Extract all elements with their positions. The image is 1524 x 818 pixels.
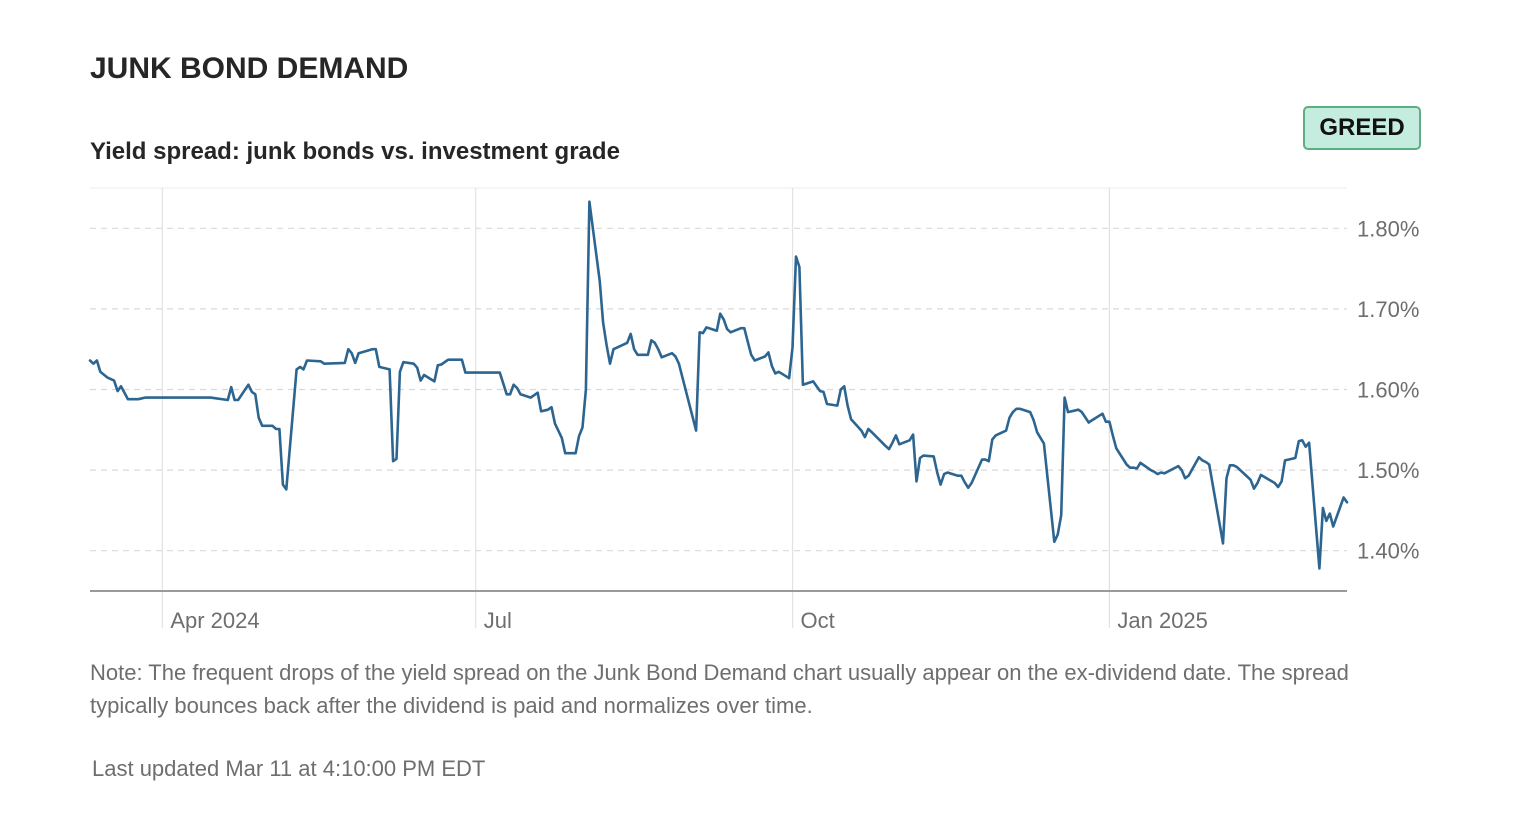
y-tick-label: 1.80% <box>1357 216 1419 241</box>
x-tick-label: Oct <box>801 608 835 633</box>
line-chart: 1.80% 1.70% 1.60% 1.50% 1.40% Apr 2024 Jul Oct J… <box>88 187 1419 633</box>
series-line <box>88 200 1349 570</box>
y-tick-label: 1.70% <box>1357 297 1419 322</box>
y-tick-label: 1.60% <box>1357 378 1419 403</box>
last-updated: Last updated Mar 11 at 4:10:00 PM EDT <box>92 756 486 781</box>
chart-note: Note: The frequent drops of the yield sp… <box>90 660 1349 718</box>
x-tick-label: Apr 2024 <box>170 608 259 633</box>
grid-layer <box>90 187 1347 628</box>
sentiment-badge: GREED <box>1303 106 1421 150</box>
x-tick-label: Jan 2025 <box>1117 608 1208 633</box>
y-tick-label: 1.50% <box>1357 458 1419 483</box>
chart-title: JUNK BOND DEMAND <box>90 52 409 85</box>
series-layer <box>88 200 1349 570</box>
y-tick-label: 1.40% <box>1357 539 1419 564</box>
chart-subtitle: Yield spread: junk bonds vs. investment … <box>90 138 620 165</box>
axis-layer: 1.80% 1.70% 1.60% 1.50% 1.40% Apr 2024 Jul Oct J… <box>90 216 1419 633</box>
x-tick-label: Jul <box>484 608 512 633</box>
